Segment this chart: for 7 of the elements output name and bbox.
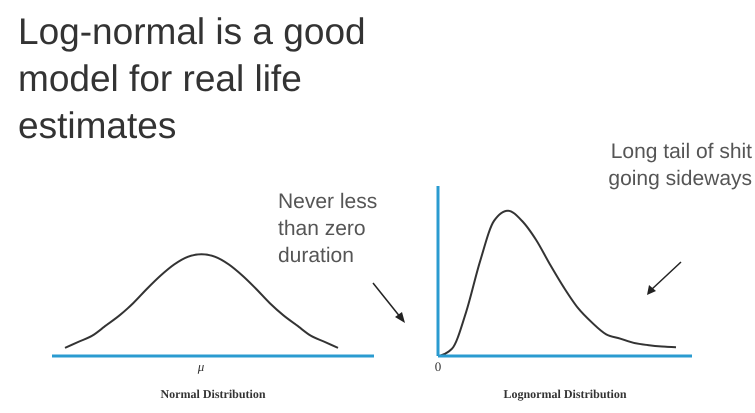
- text: 0: [434, 359, 442, 375]
- annotation: Never less than zero duration: [278, 189, 378, 269]
- text: Long tail of shit going sideways: [607, 139, 752, 192]
- x-axis-title: Normal Distribution: [160, 387, 266, 401]
- chart-title: Log-normal is a good model for real life estimates: [18, 10, 367, 148]
- x-axis-title: Lognormal Distribution: [503, 387, 627, 401]
- text: μ: [196, 359, 206, 375]
